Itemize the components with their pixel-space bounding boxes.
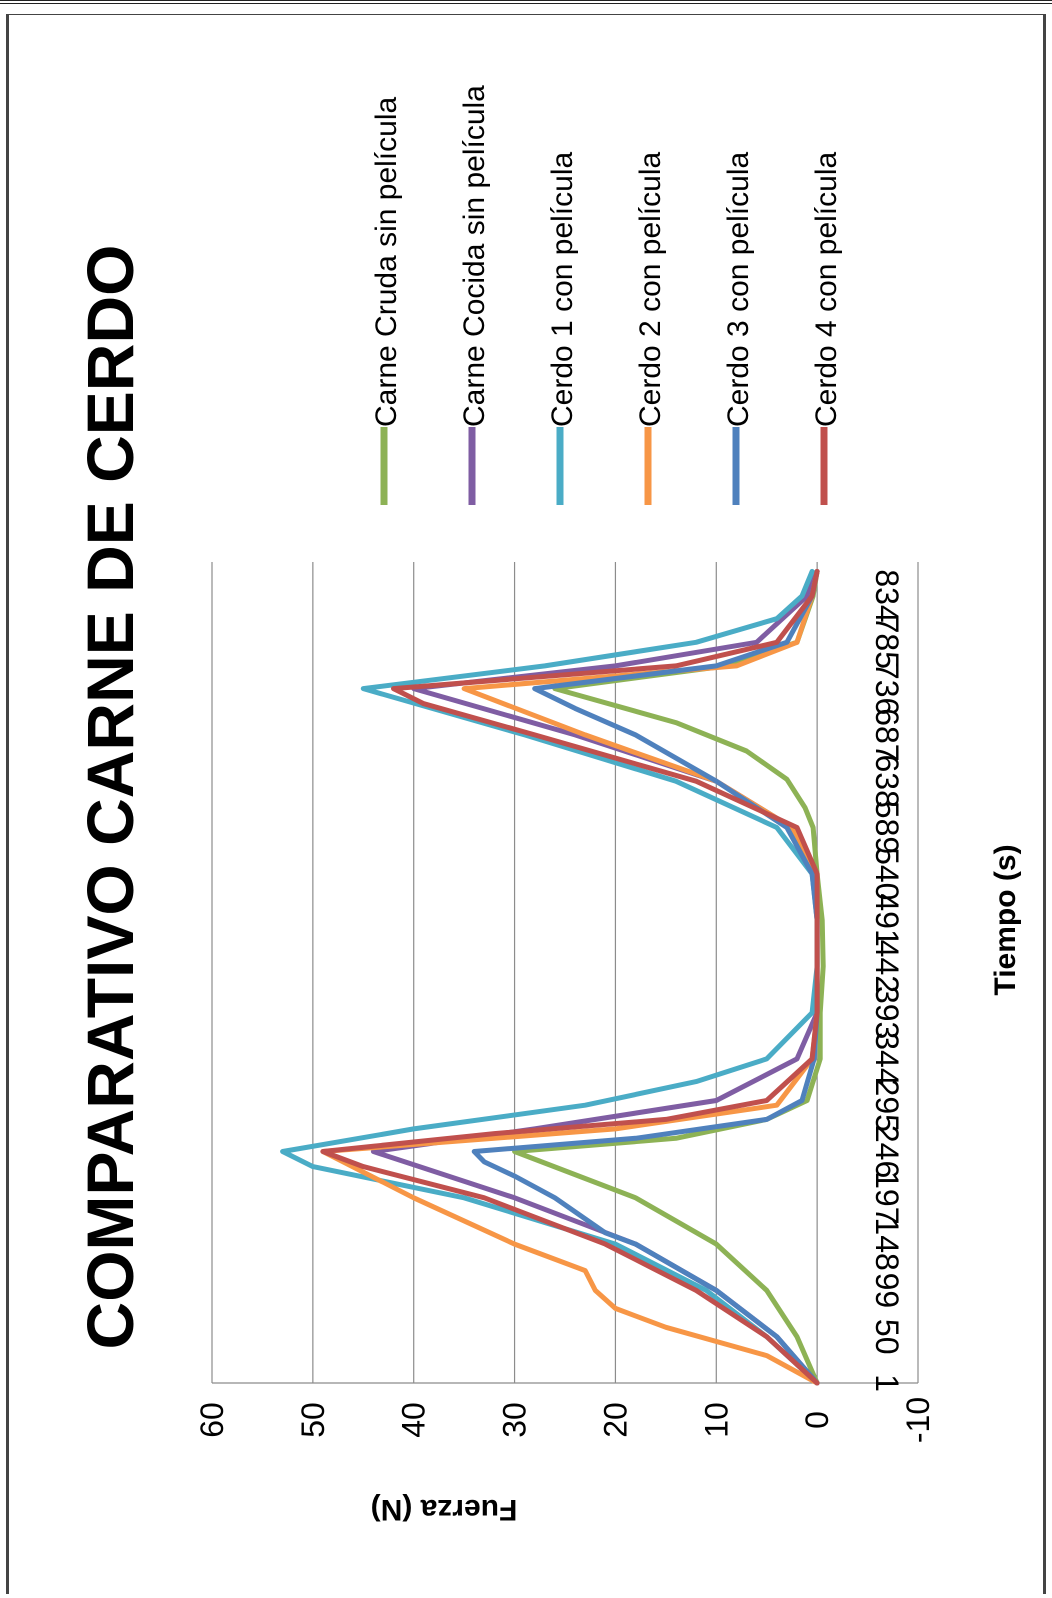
y-tick-label: -10 <box>900 1397 936 1443</box>
x-tick-label: 99 <box>869 1273 905 1309</box>
y-tick-label: 20 <box>597 1402 633 1438</box>
x-tick-label: 344 <box>869 1032 905 1085</box>
x-tick-label: 687 <box>869 708 905 761</box>
x-tick-label: 393 <box>869 986 905 1039</box>
chart-title: COMPARATIVO CARNE DE CERDO <box>73 245 147 1350</box>
legend-label: Cerdo 4 con película <box>810 152 843 427</box>
y-tick-label: 40 <box>396 1402 432 1438</box>
y-tick-label: 10 <box>698 1402 734 1438</box>
x-tick-labels: 1 50 9914819724629534439344249154058963868… <box>869 569 905 1392</box>
legend-label: Cerdo 2 con película <box>634 152 667 427</box>
x-tick-label: 834 <box>869 569 905 622</box>
x-tick-label: 295 <box>869 1079 905 1132</box>
x-tick-label: 442 <box>869 940 905 993</box>
x-tick-label: 1 <box>869 1374 905 1392</box>
y-tick-label: 50 <box>295 1402 331 1438</box>
y-tick-label: 0 <box>799 1411 835 1429</box>
chart-frame <box>6 14 1046 1594</box>
series-line <box>370 568 820 1386</box>
x-tick-label: 50 <box>869 1319 905 1355</box>
x-tick-label: 540 <box>869 847 905 900</box>
x-tick-label: 148 <box>869 1217 905 1270</box>
x-tick-label: 785 <box>869 616 905 669</box>
legend-label: Cerdo 3 con película <box>722 152 755 427</box>
y-tick-label: 60 <box>194 1402 230 1438</box>
y-axis-title: Fuerza (N) <box>371 1493 518 1526</box>
series-lines <box>280 568 826 1386</box>
x-tick-label: 491 <box>869 893 905 946</box>
y-tick-label: 30 <box>497 1402 533 1438</box>
y-tick-labels: -10 0 10 20 30 40 50 60 <box>194 1397 936 1443</box>
legend-label: Cerdo 1 con película <box>546 152 579 427</box>
x-tick-label: 736 <box>869 662 905 715</box>
x-tick-label: 246 <box>869 1125 905 1178</box>
x-tick-label: 638 <box>869 754 905 807</box>
series-line <box>320 568 820 1386</box>
legend-label: Carne Cocida sin película <box>458 85 491 427</box>
legend: Carne Cruda sin película Carne Cocida sin… <box>370 85 843 505</box>
legend-label: Carne Cruda sin película <box>370 97 403 427</box>
x-tick-label: 589 <box>869 801 905 854</box>
x-axis-title: Tiempo (s) <box>989 844 1022 995</box>
x-tick-label: 197 <box>869 1171 905 1224</box>
